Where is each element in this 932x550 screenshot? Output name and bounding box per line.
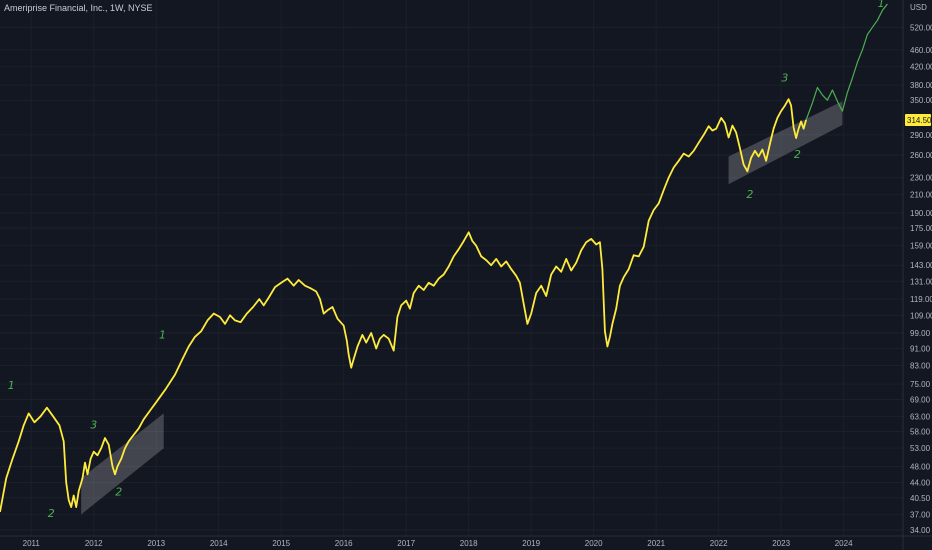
wave-label: 1 xyxy=(8,379,15,392)
last-price-badge: 314.50 xyxy=(905,113,932,126)
y-tick-label: 48.00 xyxy=(910,462,931,471)
last-price-value: 314.50 xyxy=(907,116,932,125)
wave-label: 2 xyxy=(48,507,55,520)
y-tick-label: 131.00 xyxy=(910,277,932,286)
y-tick-label: 40.50 xyxy=(910,494,931,503)
y-tick-label: 99.00 xyxy=(910,329,931,338)
y-tick-label: 260.00 xyxy=(910,151,932,160)
y-tick-label: 44.00 xyxy=(910,478,931,487)
y-tick-label: 69.00 xyxy=(910,396,931,405)
y-tick-label: 290.00 xyxy=(910,131,932,140)
y-tick-label: 58.00 xyxy=(910,428,931,437)
y-tick-label: 520.00 xyxy=(910,23,932,32)
x-tick-label: 2024 xyxy=(835,539,853,548)
wave-label: 2 xyxy=(746,188,753,201)
chart-title: Ameriprise Financial, Inc., 1W, NYSE xyxy=(4,3,153,13)
wave-label: 1 xyxy=(878,0,885,10)
last-price-badge-box xyxy=(905,113,931,126)
y-tick-label: 34.00 xyxy=(910,526,931,535)
wave-labels: 1 2 3 2 1 2 2 3 1 xyxy=(8,0,885,520)
price-line xyxy=(0,98,807,513)
y-tick-label: 63.00 xyxy=(910,412,931,421)
grid-lines xyxy=(0,0,903,536)
x-tick-label: 2023 xyxy=(772,539,790,548)
channel-shapes xyxy=(81,101,843,515)
x-tick-label: 2022 xyxy=(710,539,728,548)
y-tick-label: 159.00 xyxy=(910,242,932,251)
x-tick-label: 2013 xyxy=(147,539,165,548)
channel-band xyxy=(81,413,164,515)
y-tick-label: 420.00 xyxy=(910,63,932,72)
y-tick-label: 460.00 xyxy=(910,46,932,55)
wave-label: 2 xyxy=(115,485,122,498)
y-tick-label: 119.00 xyxy=(910,295,932,304)
wave-label: 3 xyxy=(781,71,788,84)
y-tick-label: 190.00 xyxy=(910,209,932,218)
wave-label: 1 xyxy=(159,329,166,342)
y-tick-label: 37.00 xyxy=(910,510,931,519)
time-axis[interactable]: 2011 2012 2013 2014 2015 2016 2017 2018 2019 2020… xyxy=(23,539,853,548)
y-tick-label: 53.00 xyxy=(910,444,931,453)
price-lines xyxy=(0,3,888,513)
currency-label: USD xyxy=(910,3,927,12)
x-tick-label: 2018 xyxy=(460,539,478,548)
wave-label: 3 xyxy=(90,418,97,431)
x-tick-label: 2019 xyxy=(522,539,540,548)
y-tick-label: 230.00 xyxy=(910,174,932,183)
x-tick-label: 2011 xyxy=(23,539,41,548)
x-tick-label: 2012 xyxy=(85,539,103,548)
y-tick-label: 175.00 xyxy=(910,224,932,233)
x-tick-label: 2017 xyxy=(397,539,415,548)
y-tick-label: 350.00 xyxy=(910,96,932,105)
price-axis[interactable]: 520.00 460.00 420.00 380.00 350.00 290.00 260.… xyxy=(910,23,932,535)
y-tick-label: 210.00 xyxy=(910,190,932,199)
y-tick-label: 91.00 xyxy=(910,345,931,354)
x-tick-label: 2020 xyxy=(585,539,603,548)
projection-line xyxy=(805,3,888,121)
y-tick-label: 143.00 xyxy=(910,261,932,270)
wave-label: 2 xyxy=(794,148,801,161)
y-tick-label: 83.00 xyxy=(910,361,931,370)
x-tick-label: 2015 xyxy=(272,539,290,548)
x-tick-label: 2016 xyxy=(335,539,353,548)
y-tick-label: 109.00 xyxy=(910,311,932,320)
x-tick-label: 2021 xyxy=(647,539,665,548)
y-tick-label: 75.00 xyxy=(910,380,931,389)
y-tick-label: 380.00 xyxy=(910,81,932,90)
x-tick-label: 2014 xyxy=(210,539,228,548)
channel-band xyxy=(728,101,843,185)
